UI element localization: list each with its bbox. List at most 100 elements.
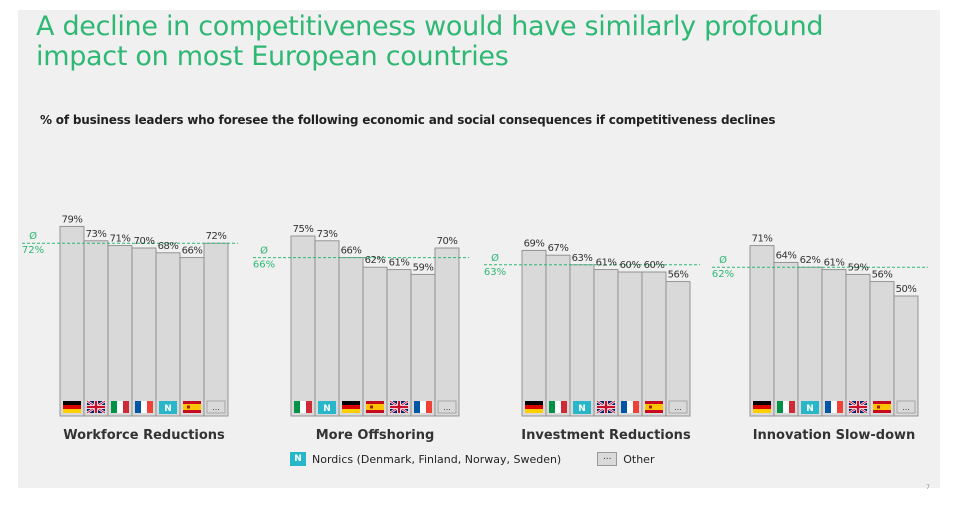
bar-other: [203, 242, 229, 417]
other-flag-icon: ...: [896, 400, 916, 414]
data-label-italy: 71%: [110, 234, 131, 245]
bar-italy: [545, 254, 571, 417]
legend-item-nordics: N Nordics (Denmark, Finland, Norway, Swe…: [290, 452, 561, 466]
data-label-spain: 56%: [872, 270, 893, 281]
bar-spain: [641, 271, 667, 417]
nordics-symbol: N: [806, 404, 814, 414]
bar-italy: [773, 261, 799, 417]
italy-flag-icon: [549, 401, 567, 413]
nordics-symbol: N: [578, 404, 586, 414]
average-label: 72%: [22, 245, 44, 256]
nordics-flag-icon: N: [573, 401, 591, 414]
bar-spain: [179, 257, 205, 417]
data-label-other: 50%: [896, 284, 917, 295]
average-label: 66%: [253, 260, 275, 271]
data-label-italy: 67%: [548, 243, 569, 254]
spain-flag-icon: [645, 401, 663, 413]
data-label-spain: 66%: [182, 246, 203, 257]
nordics-flag-icon: N: [318, 401, 336, 414]
spain-flag-icon: [366, 401, 384, 413]
chart-investment-reductions: Ø63%69% 67%63% 61% 60% 60%56%N ...Investment …: [484, 238, 700, 443]
bar-nordics: [314, 240, 340, 417]
average-symbol: Ø: [491, 252, 499, 264]
united-kingdom-flag-icon: [596, 400, 616, 414]
data-label-france: 59%: [413, 262, 434, 273]
bar-france: [821, 269, 847, 417]
bar-nordics: [155, 252, 181, 417]
bar-united-kingdom: [386, 269, 412, 417]
chart-title: Workforce Reductions: [63, 428, 225, 443]
france-flag-icon: [621, 401, 639, 413]
italy-flag-icon: [111, 401, 129, 413]
bar-germany: [338, 257, 364, 417]
bar-france: [131, 247, 157, 417]
nordics-flag-icon: N: [159, 401, 177, 414]
germany-flag-icon: [525, 401, 543, 413]
france-flag-icon: [825, 401, 843, 413]
other-symbol: ...: [674, 403, 682, 412]
bar-italy: [107, 245, 133, 417]
chart-title: More Offshoring: [316, 428, 435, 443]
bar-spain: [869, 281, 895, 417]
bar-germany: [59, 225, 85, 417]
bar-france: [410, 273, 436, 417]
bar-united-kingdom: [593, 269, 619, 417]
average-symbol: Ø: [260, 245, 268, 257]
legend-label-other: Other: [623, 452, 655, 466]
data-label-nordics: 63%: [572, 253, 593, 264]
other-icon: ...: [597, 452, 618, 466]
data-label-france: 61%: [824, 258, 845, 269]
average-label: 62%: [712, 269, 734, 280]
nordics-symbol: N: [164, 404, 172, 414]
united-kingdom-flag-icon: [389, 400, 409, 414]
legend: N Nordics (Denmark, Finland, Norway, Swe…: [290, 452, 690, 466]
other-symbol: ...: [212, 403, 220, 412]
page-number: 7: [926, 484, 930, 491]
data-label-germany: 66%: [341, 246, 362, 257]
data-label-nordics: 68%: [158, 241, 179, 252]
bar-germany: [521, 249, 547, 417]
united-kingdom-flag-icon: [848, 400, 868, 414]
average-symbol: Ø: [29, 230, 37, 242]
germany-flag-icon: [753, 401, 771, 413]
data-label-spain: 62%: [365, 255, 386, 266]
germany-flag-icon: [63, 401, 81, 413]
data-label-italy: 75%: [293, 224, 314, 235]
chart-more-offshoring: Ø66%75% 73%66%62% 61% 59%70%N ...More Offsho…: [253, 224, 469, 443]
nordics-symbol: N: [323, 404, 331, 414]
page-title: A decline in competitiveness would have …: [36, 11, 824, 72]
data-label-united-kingdom: 61%: [389, 258, 410, 269]
data-label-nordics: 73%: [317, 229, 338, 240]
data-label-united-kingdom: 73%: [86, 229, 107, 240]
bar-other: [434, 247, 460, 417]
other-symbol: ...: [443, 403, 451, 412]
data-label-other: 70%: [437, 236, 458, 247]
other-flag-icon: ...: [437, 400, 457, 414]
other-flag-icon: ...: [668, 400, 688, 414]
data-label-other: 56%: [668, 270, 689, 281]
data-label-other: 72%: [206, 231, 227, 242]
data-label-france: 70%: [134, 236, 155, 247]
chart-subtitle: % of business leaders who foresee the fo…: [40, 113, 776, 127]
bar-united-kingdom: [845, 273, 871, 417]
average-label: 63%: [484, 267, 506, 278]
spain-flag-icon: [873, 401, 891, 413]
legend-label-nordics: Nordics (Denmark, Finland, Norway, Swede…: [312, 452, 562, 466]
data-label-spain: 60%: [644, 260, 665, 271]
other-symbol: ...: [902, 403, 910, 412]
data-label-france: 60%: [620, 260, 641, 271]
data-label-germany: 69%: [524, 238, 545, 249]
france-flag-icon: [135, 401, 153, 413]
bar-germany: [749, 245, 775, 417]
spain-flag-icon: [183, 401, 201, 413]
data-label-italy: 64%: [776, 250, 797, 261]
bar-united-kingdom: [83, 240, 109, 417]
data-label-nordics: 62%: [800, 255, 821, 266]
data-label-germany: 79%: [62, 214, 83, 225]
italy-flag-icon: [294, 401, 312, 413]
bar-other: [893, 295, 919, 417]
data-label-united-kingdom: 61%: [596, 258, 617, 269]
bar-other: [665, 281, 691, 417]
nordics-flag-icon: N: [801, 401, 819, 414]
